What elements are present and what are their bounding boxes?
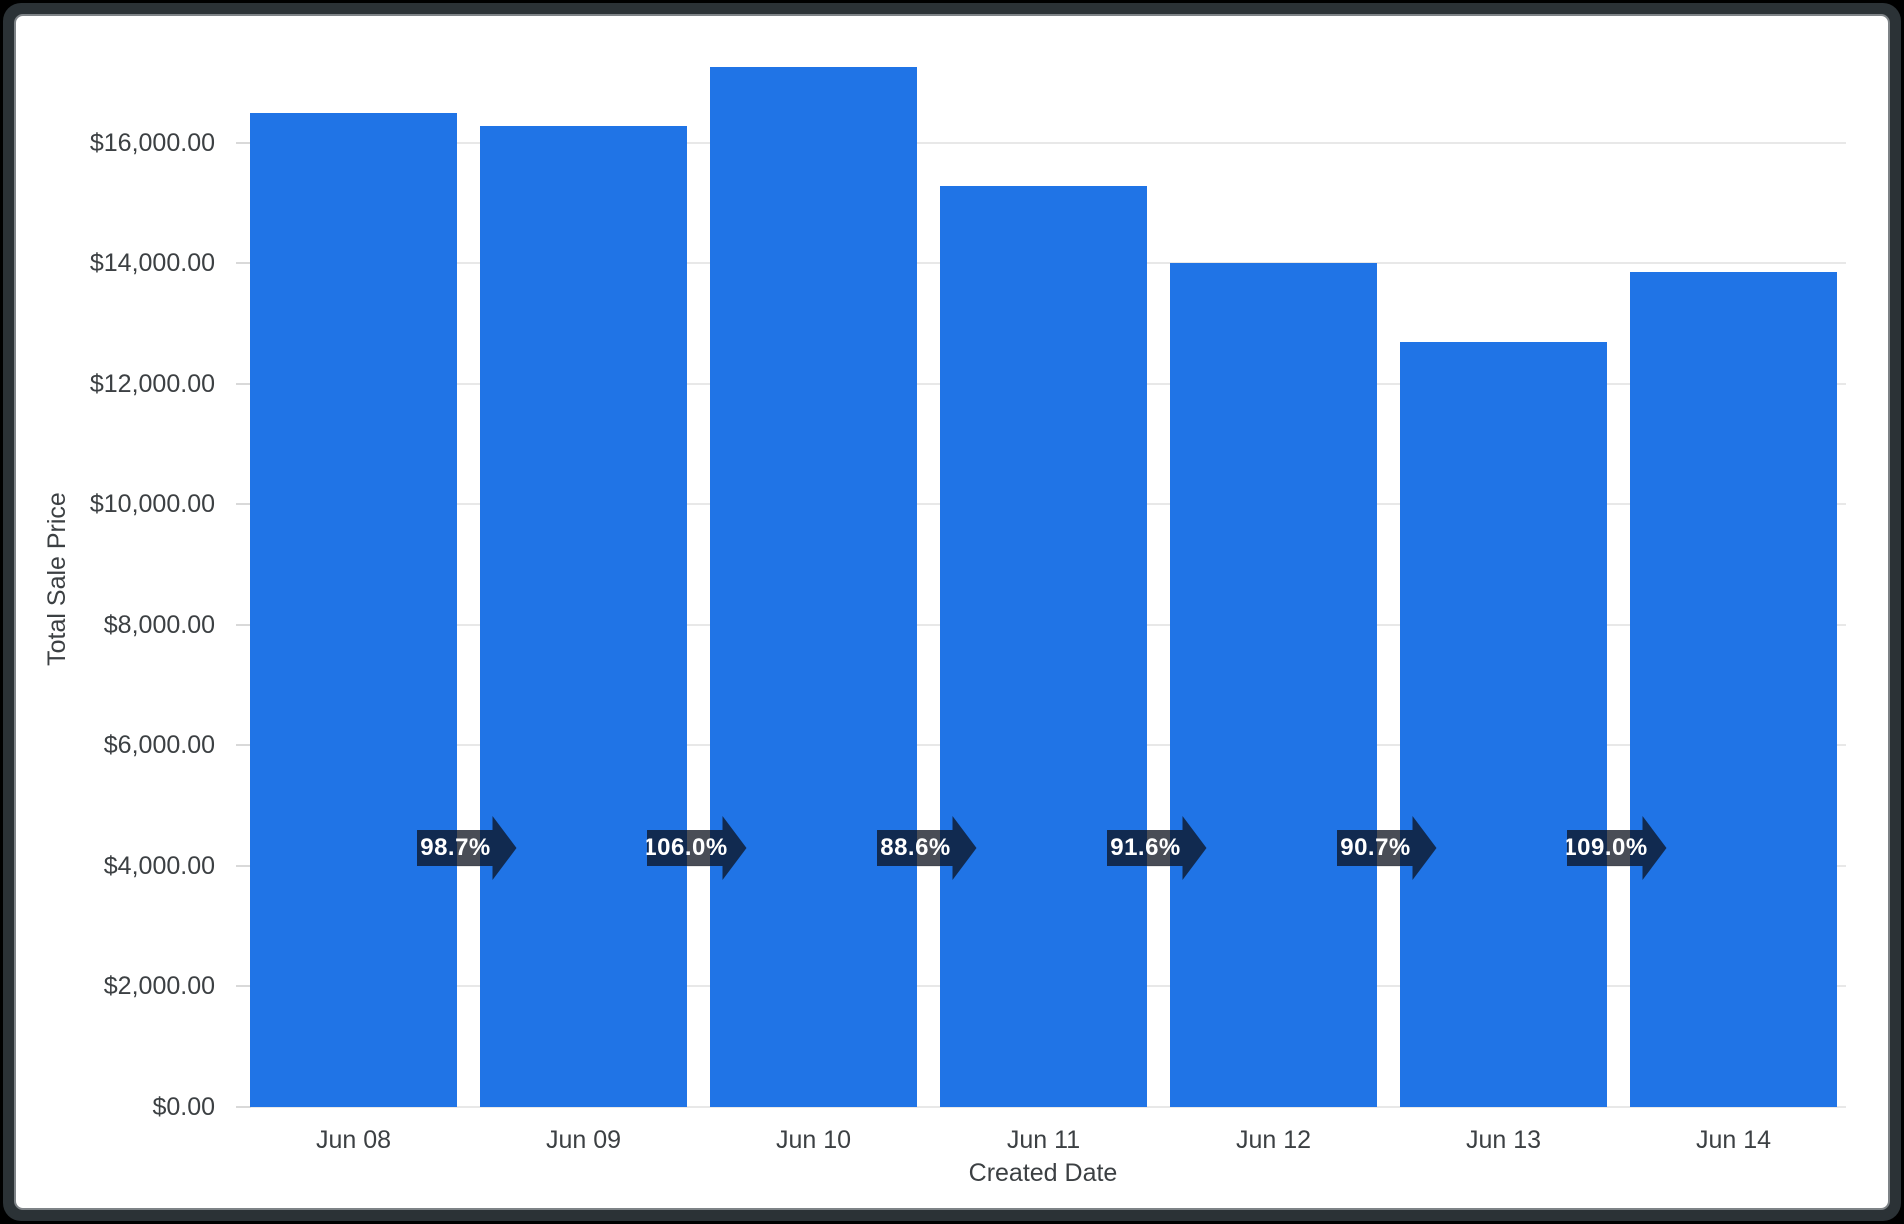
y-axis-tick-label: $8,000.00 (103, 610, 215, 639)
y-axis-tick-label: $14,000.00 (89, 249, 215, 278)
bar[interactable] (1170, 262, 1377, 1107)
chart-frame: Total Sale Price Created Date $0.00 $2,00… (3, 3, 1901, 1221)
bar[interactable] (1400, 341, 1607, 1107)
growth-arrow-badge-label: 91.6% (1110, 834, 1181, 861)
gridline (250, 141, 1846, 144)
y-axis-tick-label: $4,000.00 (103, 851, 215, 880)
y-axis-tick-mark (236, 1106, 251, 1108)
growth-arrow-badge-label: 98.7% (420, 834, 491, 861)
chart-card: Total Sale Price Created Date $0.00 $2,00… (14, 14, 1890, 1210)
x-axis-tick-label: Jun 10 (775, 1126, 852, 1154)
growth-arrow-badge-label: 88.6% (880, 834, 951, 861)
y-axis-tick-mark (236, 382, 251, 385)
y-axis-tick-mark (236, 985, 251, 988)
x-axis-tick-label: Jun 14 (1695, 1126, 1772, 1154)
bar[interactable] (250, 112, 457, 1107)
bar[interactable] (940, 185, 1147, 1107)
y-axis-tick-mark (236, 623, 251, 626)
y-axis-tick-mark (236, 141, 251, 144)
growth-arrow-badge-label: 90.7% (1340, 834, 1411, 861)
growth-arrow-badge-label: 109.0% (1563, 834, 1648, 861)
y-axis-tick-label: $12,000.00 (89, 369, 215, 398)
y-axis-tick-label: $16,000.00 (89, 128, 215, 157)
x-axis-tick-label: Jun 09 (545, 1126, 622, 1154)
bar[interactable] (1630, 272, 1837, 1107)
x-axis-tick-label: Jun 13 (1465, 1126, 1542, 1154)
y-axis-tick-label: $6,000.00 (103, 731, 215, 760)
y-axis-tick-mark (236, 503, 251, 506)
x-axis-tick-label: Jun 12 (1235, 1126, 1312, 1154)
y-axis-tick-mark (236, 744, 251, 747)
growth-arrow-badge-label: 106.0% (643, 834, 728, 861)
bar[interactable] (710, 66, 917, 1107)
y-axis-tick-label: $0.00 (152, 1093, 215, 1121)
x-axis-tick-label: Jun 11 (1006, 1126, 1081, 1154)
y-axis-tick-label: $10,000.00 (89, 490, 215, 519)
x-axis-tick-label: Jun 08 (315, 1126, 392, 1154)
bar[interactable] (480, 125, 687, 1107)
y-axis-tick-mark (236, 864, 251, 867)
gridline (250, 1106, 1846, 1108)
y-axis-tick-label: $2,000.00 (103, 972, 215, 1001)
y-axis-tick-mark (236, 262, 251, 265)
x-axis-title: Created Date (968, 1159, 1118, 1187)
plot-area: $0.00 $2,000.00 $4,000.00 $6,000.00 $8,000.0… (16, 16, 1888, 1208)
